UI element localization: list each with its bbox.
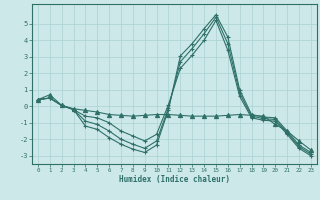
X-axis label: Humidex (Indice chaleur): Humidex (Indice chaleur)	[119, 175, 230, 184]
